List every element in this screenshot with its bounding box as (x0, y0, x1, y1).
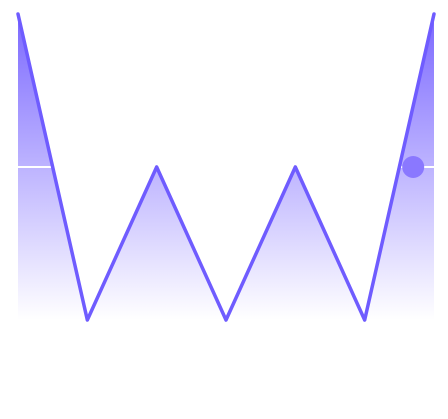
data-points-layer (16, 12, 436, 322)
data-point-6 (432, 12, 436, 16)
highlight-marker[interactable] (402, 156, 425, 178)
data-point-5 (363, 318, 367, 322)
data-point-0 (16, 12, 20, 16)
data-point-1 (85, 318, 89, 322)
data-point-4 (293, 165, 297, 169)
highlight-layer (402, 156, 425, 178)
data-point-3 (224, 318, 228, 322)
data-point-2 (155, 165, 159, 169)
